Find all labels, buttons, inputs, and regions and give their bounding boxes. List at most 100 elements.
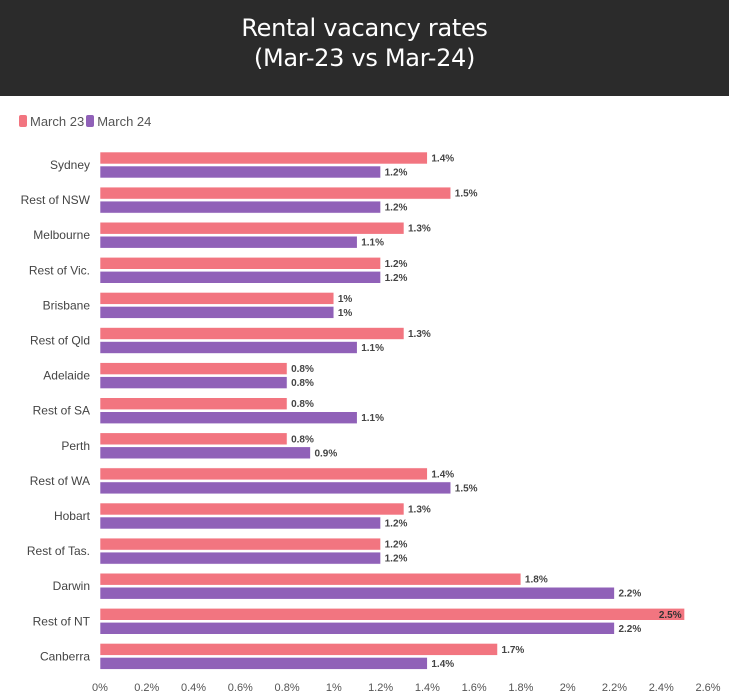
bar-march24 [99,481,452,495]
x-tick-label: 1.8% [508,682,533,694]
legend-item-march24[interactable]: March 24 [86,114,151,129]
bar-march24 [99,235,358,249]
data-label-march23: 1.4% [431,469,454,480]
legend-swatch-march24 [86,115,95,127]
bar-march23 [99,221,405,235]
category-label: Rest of NT [33,614,91,628]
category-label: Rest of SA [33,404,90,418]
x-tick-label: 0.2% [134,682,159,694]
bar-march24 [99,165,381,179]
data-label-march23: 0.8% [291,364,314,375]
x-tick-label: 1.4% [415,682,440,694]
category-label: Rest of Qld [30,334,90,348]
bar-march24 [99,586,615,600]
category-label: Darwin [53,579,90,593]
bar-march24 [99,200,381,214]
chart-title: Rental vacancy rates [241,14,488,42]
category-label: Hobart [54,509,91,523]
data-label-march24: 1.1% [361,238,384,249]
legend-swatch-march23 [19,115,27,127]
data-label-march24: 1.2% [385,554,408,565]
x-tick-label: 0.8% [275,682,300,694]
bar-march23 [99,572,522,586]
data-label-march24: 2.2% [618,589,641,600]
category-label: Rest of NSW [21,193,91,207]
bar-march24 [99,306,335,319]
bar-march23 [99,292,335,305]
x-tick-label: 1.6% [462,682,487,694]
bar-march23 [99,362,288,375]
x-tick-label: 2.2% [602,682,627,694]
x-tick-label: 1.2% [368,682,393,694]
category-label: Rest of Vic. [29,263,90,277]
data-label-march24: 1.1% [361,343,384,354]
bar-march24 [99,516,381,530]
bar-march23 [99,186,452,200]
data-label-march23: 1.3% [408,329,431,340]
data-label-march23: 1.7% [502,645,525,656]
data-label-march23: 1.3% [408,505,431,516]
category-label: Perth [61,439,90,453]
category-label: Adelaide [43,369,90,383]
bar-march23 [99,467,428,481]
category-label: Rest of WA [30,474,90,488]
bar-march24 [99,376,288,389]
data-label-march24: 1.1% [361,413,384,424]
data-label-march23: 1.5% [455,189,478,200]
bar-march24 [99,341,358,354]
category-label: Brisbane [43,298,91,312]
legend-label-march23: March 23 [30,113,85,129]
data-label-march24: 1.2% [385,519,408,530]
bar-march23 [99,397,288,411]
x-tick-label: 1% [326,682,342,694]
data-label-march23: 1.2% [385,540,408,551]
data-label-march24: 1.2% [385,203,408,214]
bar-march23 [99,432,288,446]
x-tick-label: 2% [560,682,576,694]
category-label: Canberra [40,649,90,663]
category-label: Rest of Tas. [27,544,90,558]
data-label-march24: 1.5% [455,483,478,494]
category-label: Melbourne [33,228,90,242]
bar-march23 [99,151,428,165]
x-tick-label: 0% [92,682,108,694]
chart-legend: March 23 March 24 [19,113,151,129]
data-label-march24: 1.4% [431,659,454,670]
data-label-march23: 0.8% [291,399,314,410]
x-tick-label: 2.4% [649,682,674,694]
x-tick-label: 0.4% [181,682,206,694]
data-label-march23: 1.4% [431,154,454,165]
bar-march24 [99,411,358,425]
data-label-march23: 1.3% [408,224,431,235]
data-label-march23: 1.8% [525,575,548,586]
bar-march23 [99,537,381,551]
data-label-march23: 1% [338,294,353,305]
data-label-march24: 1.2% [385,168,408,179]
data-label-march24: 1% [338,308,353,319]
x-tick-label: 2.6% [695,682,720,694]
data-label-march24: 0.9% [314,448,337,459]
data-label-march23: 0.8% [291,434,314,445]
bar-march24 [99,271,381,284]
bar-march24 [99,657,428,670]
data-label-march23: 2.5% [659,610,682,621]
bar-march23 [99,327,405,340]
legend-label-march24: March 24 [97,113,152,129]
bar-march24 [99,551,381,565]
category-label: Sydney [50,158,90,172]
chart-header: Rental vacancy rates (Mar-23 vs Mar-24) [0,0,729,96]
bar-march23 [99,607,685,621]
data-label-march24: 1.2% [385,273,408,284]
bar-march23 [99,257,381,270]
chart-subtitle: (Mar-23 vs Mar-24) [253,44,476,72]
bar-march24 [99,621,615,635]
legend-item-march23[interactable]: March 23 [19,114,84,129]
bar-march24 [99,446,311,460]
data-label-march24: 2.2% [618,624,641,635]
data-label-march23: 1.2% [385,259,408,270]
bar-chart: Sydney 1.4% 1.2% Rest of NSW 1.5% 1.2% Melbour… [21,151,721,694]
bar-march23 [99,643,498,656]
x-tick-label: 0.6% [228,682,253,694]
bar-march23 [99,502,405,516]
data-label-march24: 0.8% [291,378,314,389]
